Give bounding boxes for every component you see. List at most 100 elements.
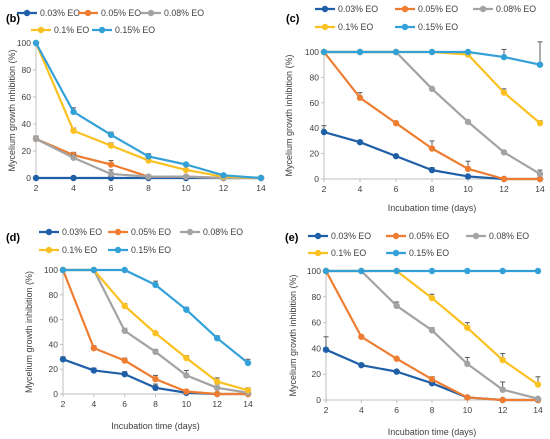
legend-swatch-marker bbox=[472, 232, 480, 240]
x-tick-label: 2 bbox=[61, 399, 66, 409]
series-0-15-eo bbox=[322, 267, 542, 275]
data-point bbox=[244, 359, 252, 367]
data-point bbox=[121, 302, 128, 310]
series-line bbox=[325, 348, 538, 402]
x-tick-label: 6 bbox=[109, 183, 114, 193]
legend-label: 0.15% EO bbox=[131, 245, 171, 255]
y-tick-label: 20 bbox=[49, 364, 59, 374]
legend-label: 0.15% EO bbox=[409, 248, 449, 258]
y-tick-label: 60 bbox=[22, 92, 32, 102]
data-point bbox=[534, 395, 542, 402]
data-point bbox=[358, 333, 365, 340]
x-tick-label: 10 bbox=[463, 184, 473, 194]
data-point bbox=[320, 48, 328, 56]
y-tick-label: 100 bbox=[44, 265, 58, 275]
legend-label: 0.03% EO bbox=[338, 4, 378, 14]
y-tick-label: 80 bbox=[49, 290, 59, 300]
x-tick-label: 4 bbox=[358, 184, 363, 194]
legend: 0.03% EO 0.05% EO 0.08% EO 0.1% EO 0.15% EO bbox=[17, 8, 204, 35]
y-tick-label: 100 bbox=[307, 266, 321, 276]
legend-label: 0.1% EO bbox=[62, 245, 97, 255]
data-point bbox=[213, 384, 221, 391]
y-tick-label: 100 bbox=[17, 38, 31, 48]
legend: 0.03% EO 0.05% EO 0.08% EO 0.1% EO 0.15% EO bbox=[315, 4, 536, 32]
data-point bbox=[257, 174, 265, 182]
data-point bbox=[183, 372, 190, 379]
chart-panel: (d) 0 20 40 60 80 100 2 4 6 8 10 12 14 Mycelium growth… bbox=[6, 227, 253, 431]
data-point bbox=[213, 378, 221, 385]
x-tick-label: 14 bbox=[256, 183, 266, 193]
y-tick-label: 0 bbox=[314, 174, 319, 184]
legend-label: 0.08% EO bbox=[489, 231, 529, 241]
x-tick-label: 4 bbox=[359, 405, 364, 415]
data-point bbox=[393, 267, 400, 275]
data-point bbox=[464, 360, 471, 368]
legend-item: 0.03% EO bbox=[39, 227, 102, 237]
data-point bbox=[464, 324, 471, 331]
data-point bbox=[392, 152, 400, 160]
series-0-08-eo bbox=[320, 48, 544, 178]
legend-label: 0.15% EO bbox=[115, 25, 155, 35]
legend-label: 0.03% EO bbox=[40, 8, 80, 18]
legend-swatch-marker bbox=[321, 23, 329, 31]
y-tick-label: 80 bbox=[312, 292, 322, 302]
data-point bbox=[70, 108, 77, 116]
data-point bbox=[244, 387, 252, 394]
legend-swatch-marker bbox=[321, 5, 329, 13]
y-tick-label: 40 bbox=[49, 339, 59, 349]
data-point bbox=[152, 384, 159, 391]
legend-swatch-marker bbox=[114, 246, 122, 254]
legend-label: 0.08% EO bbox=[496, 4, 536, 14]
data-point bbox=[499, 356, 506, 364]
y-tick-label: 0 bbox=[53, 389, 58, 399]
y-tick-label: 0 bbox=[316, 395, 321, 405]
data-point bbox=[152, 281, 159, 289]
x-tick-label: 10 bbox=[182, 399, 192, 409]
legend-label: 0.1% EO bbox=[338, 22, 373, 32]
data-point bbox=[464, 267, 471, 275]
legend-swatch-marker bbox=[45, 246, 53, 254]
data-point bbox=[500, 149, 508, 156]
legend: 0.03% EO 0.05% EO 0.08% EO 0.1% EO 0.15% EO bbox=[39, 227, 243, 255]
series-line bbox=[323, 51, 540, 181]
x-tick-label: 8 bbox=[146, 183, 151, 193]
x-tick-label: 2 bbox=[322, 184, 327, 194]
data-point bbox=[393, 302, 400, 310]
legend-label: 0.08% EO bbox=[203, 227, 243, 237]
data-point bbox=[358, 361, 365, 369]
data-point bbox=[320, 128, 328, 136]
legend-item: 0.1% EO bbox=[308, 248, 366, 258]
data-point bbox=[464, 394, 471, 401]
legend-label: 0.08% EO bbox=[164, 8, 204, 18]
data-point bbox=[393, 368, 400, 375]
y-tick-label: 40 bbox=[310, 123, 320, 133]
data-point bbox=[70, 174, 77, 182]
data-point bbox=[220, 172, 227, 179]
y-tick-label: 20 bbox=[22, 146, 32, 156]
data-point bbox=[428, 166, 436, 174]
chart-panel: (c) 0 20 40 60 80 100 2 4 6 8 10 12 14 Mycelium growth… bbox=[284, 4, 545, 213]
legend-label: 0.05% EO bbox=[131, 227, 171, 237]
data-point bbox=[183, 306, 190, 313]
x-tick-label: 4 bbox=[91, 399, 96, 409]
data-point bbox=[107, 142, 115, 149]
x-tick-label: 10 bbox=[463, 405, 473, 415]
legend-label: 0.1% EO bbox=[54, 25, 89, 35]
legend-swatch-marker bbox=[114, 228, 122, 236]
data-point bbox=[59, 356, 67, 363]
x-tick-label: 2 bbox=[324, 405, 329, 415]
x-tick-label: 12 bbox=[212, 399, 222, 409]
data-point bbox=[393, 355, 400, 362]
legend-swatch-marker bbox=[314, 249, 322, 257]
y-tick-label: 60 bbox=[310, 98, 320, 108]
x-tick-label: 4 bbox=[71, 183, 76, 193]
x-tick-label: 14 bbox=[535, 184, 545, 194]
data-point bbox=[428, 48, 436, 56]
data-point bbox=[500, 175, 508, 183]
data-point bbox=[322, 346, 330, 353]
data-point bbox=[464, 118, 472, 126]
data-point bbox=[499, 386, 506, 393]
data-point bbox=[536, 119, 544, 127]
x-tick-label: 12 bbox=[499, 184, 509, 194]
data-point bbox=[182, 166, 190, 174]
